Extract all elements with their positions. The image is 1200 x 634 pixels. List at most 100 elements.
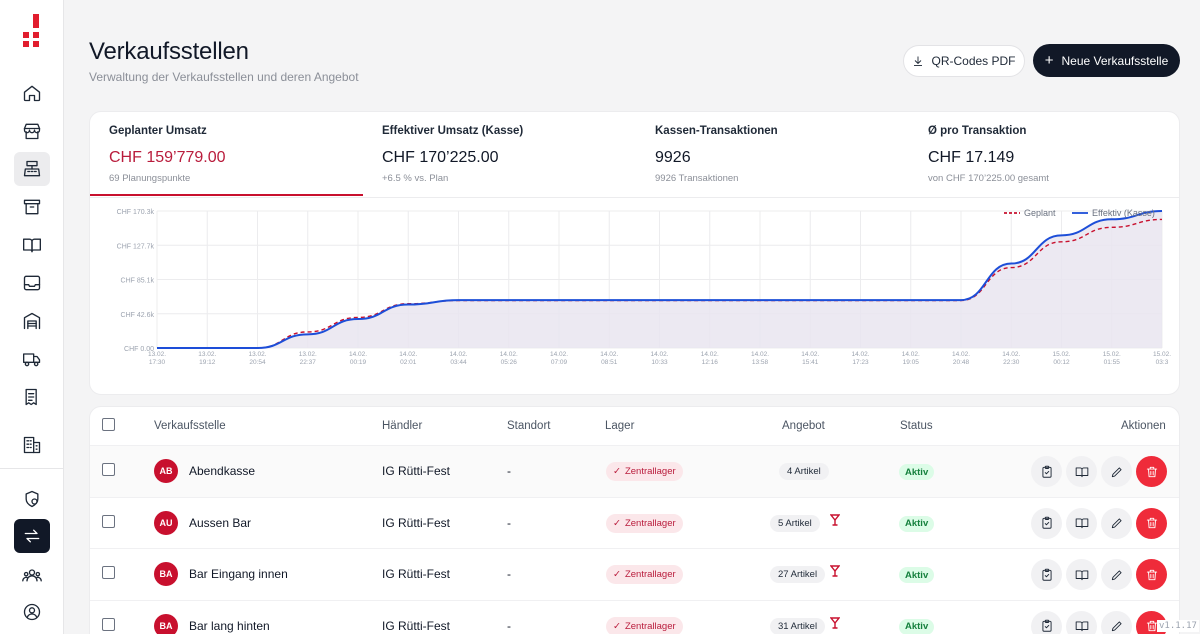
header-verkaufsstelle[interactable]: Verkaufsstelle — [154, 420, 226, 432]
header-status[interactable]: Status — [900, 420, 933, 432]
nav-archive[interactable] — [14, 190, 50, 224]
nav-profile[interactable] — [14, 595, 50, 629]
sales-check-button[interactable] — [1031, 456, 1062, 487]
nav-store[interactable] — [14, 114, 50, 148]
pencil-icon — [1111, 518, 1122, 529]
edit-button[interactable] — [1101, 507, 1132, 539]
nav-inbox[interactable] — [14, 266, 50, 300]
row-checkbox[interactable] — [102, 566, 115, 579]
header-standort[interactable]: Standort — [507, 420, 551, 432]
nav-transfers[interactable] — [14, 519, 50, 553]
lager-label: Zentrallager — [624, 517, 676, 529]
x-tick-label: 14.02. — [449, 351, 467, 358]
nav-delivery[interactable] — [14, 342, 50, 376]
row-checkbox[interactable] — [102, 463, 115, 476]
book-open-icon — [23, 238, 41, 253]
x-tick-label: 14.02. — [500, 351, 518, 358]
arrows-exchange-icon — [24, 529, 40, 543]
edit-button[interactable] — [1101, 559, 1132, 590]
x-tick-label: 20:48 — [953, 359, 970, 366]
nav-menu[interactable] — [14, 228, 50, 262]
x-tick-label: 15.02. — [1153, 351, 1171, 358]
sales-check-button[interactable] — [1031, 507, 1062, 539]
app-logo[interactable] — [20, 14, 44, 48]
header-angebot[interactable]: Angebot — [782, 420, 825, 432]
sales-check-button[interactable] — [1031, 610, 1062, 634]
kpi-pro-transaktion[interactable]: Ø pro Transaktion CHF 17.149 von CHF 170… — [909, 112, 1179, 197]
truck-icon — [23, 353, 41, 367]
clipboard-check-icon — [1041, 465, 1052, 478]
avatar: AB — [154, 459, 178, 483]
x-tick-label: 15.02. — [1103, 351, 1121, 358]
nav-security[interactable] — [14, 482, 50, 516]
new-verkaufsstelle-button[interactable]: + Neue Verkaufsstelle — [1033, 44, 1180, 77]
verkaufsstelle-name[interactable]: Bar Eingang innen — [189, 567, 288, 581]
x-tick-label: 01:55 — [1104, 359, 1121, 366]
haendler-name: IG Rütti-Fest — [382, 567, 451, 581]
book-open-icon — [1075, 518, 1088, 529]
row-checkbox[interactable] — [102, 514, 115, 528]
trash-icon — [1146, 517, 1157, 529]
angebot-badge[interactable]: 5 Artikel — [770, 514, 820, 532]
nav-warehouse[interactable] — [14, 304, 50, 338]
x-tick-label: 14.02. — [399, 351, 417, 358]
nav-home[interactable] — [14, 76, 50, 110]
header-haendler[interactable]: Händler — [382, 420, 423, 432]
archive-icon — [23, 199, 41, 215]
y-tick-label: CHF 0.00 — [124, 346, 154, 353]
edit-button[interactable] — [1101, 456, 1132, 487]
x-tick-label: 13:58 — [752, 359, 769, 366]
x-tick-label: 00:12 — [1053, 359, 1070, 366]
verkaufsstelle-name[interactable]: Aussen Bar — [189, 515, 252, 530]
table-row[interactable]: BA Bar Eingang innen IG Rütti-Fest - ✓ Zentra… — [90, 548, 1179, 600]
kpi-kassen-transaktionen[interactable]: Kassen-Transaktionen 9926 9926 Transakti… — [636, 112, 909, 197]
table-row[interactable]: BA Bar lang hinten IG Rütti-Fest - ✓ Zentrall… — [90, 599, 1179, 634]
kpi-effektiver-umsatz[interactable]: Effektiver Umsatz (Kasse) CHF 170’225.00… — [363, 112, 636, 197]
select-all-checkbox[interactable] — [102, 418, 115, 431]
delete-button[interactable] — [1136, 507, 1167, 539]
trash-icon — [1146, 466, 1157, 477]
delete-button[interactable] — [1136, 456, 1167, 487]
nav-buildings[interactable] — [14, 428, 50, 462]
kpi-label: Kassen-Transaktionen — [655, 125, 778, 137]
x-tick-label: 14.02. — [751, 351, 769, 358]
table-row[interactable]: AB Abendkasse IG Rütti-Fest - ✓ Zentrallager 4… — [90, 445, 1179, 497]
users-group-icon — [22, 569, 42, 582]
standort-value: - — [507, 567, 511, 581]
x-tick-label: 03:3 — [1156, 359, 1169, 366]
status-badge: Aktiv — [899, 567, 935, 583]
check-icon: ✓ — [613, 466, 621, 477]
angebot-button[interactable] — [1066, 456, 1097, 487]
building-icon — [23, 436, 41, 454]
angebot-badge[interactable]: 4 Artikel — [779, 463, 829, 480]
angebot-button[interactable] — [1066, 610, 1097, 634]
angebot-badge[interactable]: 31 Artikel — [770, 617, 826, 634]
table-row[interactable]: AU Aussen Bar IG Rütti-Fest - ✓ Zentrallager 5… — [90, 496, 1179, 549]
angebot-button[interactable] — [1066, 559, 1097, 590]
nav-verkaufsstellen[interactable] — [14, 152, 50, 186]
angebot-badge[interactable]: 27 Artikel — [770, 566, 826, 583]
row-checkbox[interactable] — [102, 617, 115, 631]
kpi-geplanter-umsatz[interactable]: Geplanter Umsatz CHF 159’779.00 69 Planu… — [90, 112, 363, 197]
verkaufsstelle-name[interactable]: Bar lang hinten — [189, 618, 270, 633]
sales-check-button[interactable] — [1031, 559, 1062, 590]
nav-receipts[interactable] — [14, 380, 50, 414]
pencil-icon — [1111, 621, 1122, 632]
x-tick-label: 02:01 — [400, 359, 417, 366]
x-tick-label: 14.02. — [952, 351, 970, 358]
receipt-icon — [25, 388, 37, 406]
edit-button[interactable] — [1101, 610, 1132, 634]
qr-codes-pdf-button[interactable]: QR-Codes PDF — [903, 45, 1025, 77]
clipboard-check-icon — [1041, 568, 1052, 581]
header-lager[interactable]: Lager — [605, 420, 635, 432]
delete-button[interactable] — [1136, 559, 1167, 590]
kpi-sub: 69 Planungspunkte — [109, 173, 191, 184]
angebot-button[interactable] — [1066, 507, 1097, 539]
kpi-chart-card: Geplanter Umsatz CHF 159’779.00 69 Planu… — [89, 111, 1180, 395]
cash-register-icon — [23, 160, 41, 177]
kpi-sub: von CHF 170’225.00 gesamt — [928, 173, 1049, 184]
store-icon — [23, 123, 41, 140]
x-tick-label: 13.02. — [148, 351, 166, 358]
verkaufsstelle-name[interactable]: Abendkasse — [189, 464, 256, 478]
nav-users[interactable] — [14, 558, 50, 592]
